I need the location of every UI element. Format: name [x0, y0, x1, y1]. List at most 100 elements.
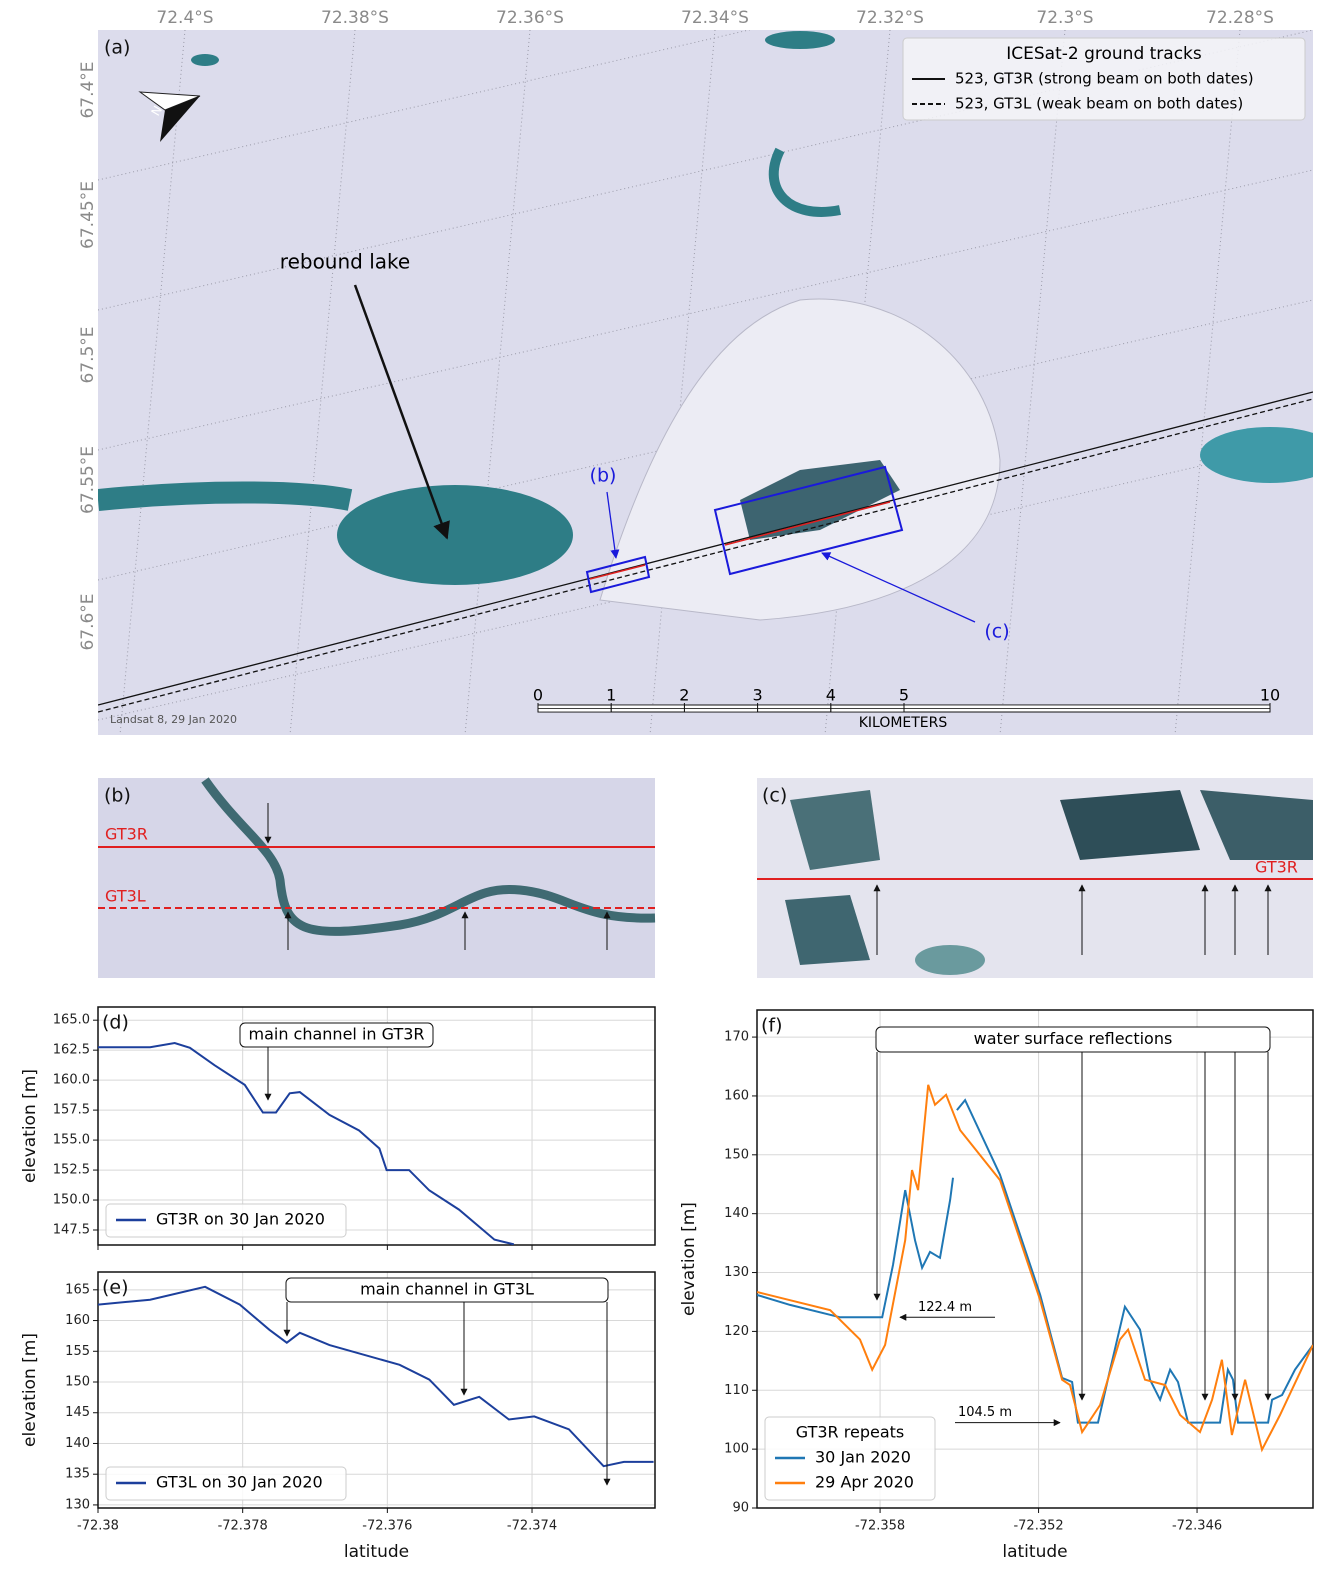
lat-label: 72.36°S: [496, 8, 564, 28]
lat-label: 72.28°S: [1206, 8, 1274, 28]
y-tick-label: 110: [724, 1383, 749, 1398]
inset-label: (b): [590, 465, 617, 487]
scale-label: 5: [899, 686, 909, 705]
panel-label: (d): [102, 1012, 129, 1034]
panel-label: (c): [762, 785, 787, 807]
lake: [1060, 790, 1200, 860]
y-tick-label: 165.0: [53, 1013, 90, 1028]
lat-label: 72.4°S: [156, 8, 213, 28]
y-tick-label: 170: [724, 1030, 749, 1045]
y-axis-label: elevation [m]: [20, 1069, 40, 1183]
lat-labels: 72.4°S 72.38°S 72.36°S 72.34°S 72.32°S 7…: [156, 8, 1274, 28]
y-tick-label: 140: [65, 1436, 90, 1451]
y-tick-label: 160: [724, 1088, 749, 1103]
level-label: 104.5 m: [958, 1405, 1012, 1420]
annotation-text: main channel in GT3R: [248, 1025, 424, 1044]
legend-entry: 29 Apr 2020: [815, 1473, 914, 1492]
y-tick-label: 150.0: [53, 1193, 90, 1208]
x-axis-label: latitude: [344, 1542, 409, 1562]
x-tick-label: -72.378: [218, 1519, 268, 1534]
legend-entry: 30 Jan 2020: [815, 1448, 911, 1467]
scale-segment: [758, 705, 831, 709]
y-tick-label: 100: [724, 1442, 749, 1457]
x-tick-label: -72.346: [1172, 1519, 1222, 1534]
x-tick-label: -72.38: [77, 1519, 119, 1534]
scale-label: 10: [1260, 686, 1280, 705]
scale-segment: [904, 705, 1270, 709]
lat-label: 72.38°S: [321, 8, 389, 28]
y-axis-label: elevation [m]: [679, 1202, 699, 1316]
scale-label: 0: [533, 686, 543, 705]
scale-label: 2: [679, 686, 689, 705]
y-tick-label: 147.5: [53, 1223, 90, 1238]
y-tick-label: 155.0: [53, 1133, 90, 1148]
y-tick-label: 160.0: [53, 1073, 90, 1088]
lat-label: 72.3°S: [1036, 8, 1093, 28]
scale-segment: [538, 709, 611, 713]
annotation-text: main channel in GT3L: [360, 1280, 534, 1299]
annotation-text: water surface reflections: [974, 1029, 1173, 1048]
legend-entry: 523, GT3L (weak beam on both dates): [955, 95, 1243, 113]
scale-segment: [684, 709, 757, 713]
scale-unit: KILOMETERS: [859, 715, 948, 731]
y-tick-label: 152.5: [53, 1163, 90, 1178]
scale-segment: [831, 709, 904, 713]
scale-label: 4: [826, 686, 836, 705]
credit: Landsat 8, 29 Jan 2020: [110, 713, 237, 726]
lake: [191, 54, 219, 66]
x-tick-label: -72.352: [1013, 1519, 1063, 1534]
legend-entry: 523, GT3R (strong beam on both dates): [955, 70, 1254, 88]
y-tick-label: 90: [732, 1501, 749, 1516]
figure: N (a) 72.4°S 72.38°S 72.36°S 72.34°S 72.…: [0, 0, 1326, 1583]
inset-label: (c): [984, 621, 1009, 643]
level-label: 122.4 m: [918, 1300, 972, 1315]
lon-label: 67.45°E: [78, 181, 98, 249]
lake: [765, 31, 835, 49]
y-tick-label: 165: [65, 1282, 90, 1297]
lat-label: 72.32°S: [856, 8, 924, 28]
panel-label: (b): [104, 785, 131, 807]
y-tick-label: 162.5: [53, 1043, 90, 1058]
y-tick-label: 155: [65, 1344, 90, 1359]
track-label: GT3R: [1255, 858, 1298, 877]
lake: [915, 945, 985, 975]
legend-title: GT3R repeats: [796, 1423, 904, 1442]
inset-image: [98, 778, 655, 978]
scale-label: 1: [606, 686, 616, 705]
lon-label: 67.55°E: [78, 446, 98, 514]
inset-panel-b: (b) GT3R GT3L: [98, 778, 655, 978]
river: [98, 493, 350, 501]
legend-entry: GT3L on 30 Jan 2020: [156, 1473, 323, 1492]
y-tick-label: 140: [724, 1206, 749, 1221]
y-tick-label: 150: [724, 1147, 749, 1162]
y-tick-label: 130: [724, 1265, 749, 1280]
y-tick-label: 130: [65, 1497, 90, 1512]
scale-label: 3: [753, 686, 763, 705]
y-tick-label: 135: [65, 1467, 90, 1482]
annotation: rebound lake: [280, 250, 410, 274]
track-label: GT3R: [105, 825, 148, 844]
panel-label: (e): [102, 1277, 129, 1299]
x-tick-label: -72.358: [855, 1519, 905, 1534]
inset-panel-c: (c) GT3R: [757, 778, 1313, 978]
lat-label: 72.34°S: [681, 8, 749, 28]
chart-panel: 165.0 162.5 160.0 157.5 155.0 152.5 150.0 147.5…: [20, 1007, 655, 1250]
legend-entry: GT3R on 30 Jan 2020: [156, 1210, 325, 1229]
y-axis-label: elevation [m]: [20, 1333, 40, 1447]
lon-label: 67.6°E: [78, 593, 98, 650]
y-tick-label: 157.5: [53, 1103, 90, 1118]
panel-label: (a): [104, 37, 130, 59]
y-tick-label: 160: [65, 1313, 90, 1328]
chart-panel: 90100110120130140150160170-72.358-72.352…: [679, 1010, 1313, 1562]
x-axis-label: latitude: [1002, 1542, 1067, 1562]
y-tick-label: 150: [65, 1375, 90, 1390]
lake: [337, 485, 573, 585]
scale-segment: [611, 705, 684, 709]
track-label: GT3L: [105, 887, 146, 906]
lon-label: 67.4°E: [78, 61, 98, 118]
lon-labels: 67.4°E 67.45°E 67.5°E 67.55°E 67.6°E: [78, 61, 98, 650]
legend-title: ICESat-2 ground tracks: [1006, 44, 1202, 64]
panel-label: (f): [761, 1015, 783, 1037]
x-tick-label: -72.376: [362, 1519, 412, 1534]
y-tick-label: 145: [65, 1405, 90, 1420]
